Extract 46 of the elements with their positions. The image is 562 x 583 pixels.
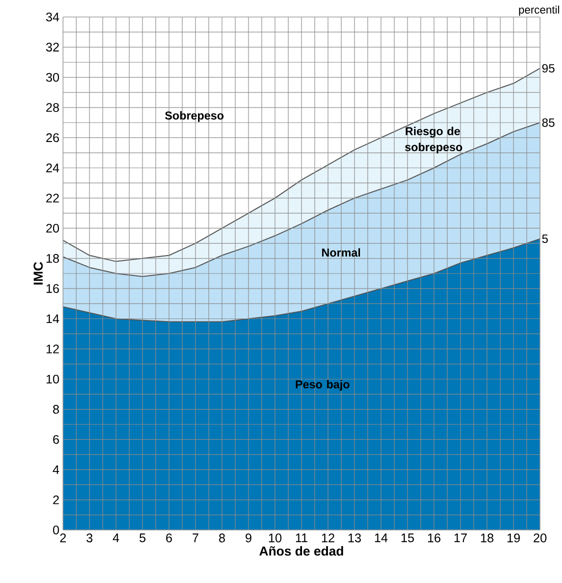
y-tick-label: 24 xyxy=(46,164,60,172)
x-tick-label: 13 xyxy=(348,534,361,542)
x-tick-label: 6 xyxy=(166,534,172,542)
annotation: Riesgo de sobrepeso xyxy=(405,126,462,154)
y-tick-label: 8 xyxy=(53,404,59,414)
y-tick-label: 4 xyxy=(52,465,60,474)
y-tick-label: 32 xyxy=(46,42,59,52)
y-tick-label: 26 xyxy=(46,133,59,142)
x-tick-label: 5 xyxy=(140,534,146,542)
x-tick-label: 7 xyxy=(192,534,198,542)
series-label: 85 xyxy=(542,118,554,127)
x-tick-label: 11 xyxy=(296,534,308,542)
y-tick-label: 10 xyxy=(46,374,59,384)
x-tick-label: 2 xyxy=(60,534,66,542)
x-tick-label: 8 xyxy=(219,534,225,542)
text: percentil xyxy=(519,6,560,16)
y-tick-label: 18 xyxy=(46,254,59,263)
y-tick-label: 14 xyxy=(46,314,60,324)
series-label: 95 xyxy=(542,64,554,73)
y-tick-label: 0 xyxy=(53,526,59,534)
x-tick-label: 19 xyxy=(508,534,520,542)
y-tick-label: 30 xyxy=(46,72,59,82)
y-tick-label: 28 xyxy=(46,103,59,112)
y-tick-label: 34 xyxy=(46,12,60,22)
x-tick-label: 16 xyxy=(428,534,440,542)
x-axis-title: Años de edad xyxy=(259,546,344,556)
x-tick-label: 10 xyxy=(269,534,282,542)
x-tick-label: 9 xyxy=(246,534,252,542)
y-tick-label: 12 xyxy=(46,344,59,354)
x-tick-label: 20 xyxy=(534,534,546,542)
y-axis-title: IMC xyxy=(34,262,43,285)
series-label: 5 xyxy=(542,234,548,243)
annotation: Sobrepeso xyxy=(165,111,224,122)
x-tick-label: 12 xyxy=(322,534,334,542)
y-tick-label: 16 xyxy=(46,284,59,293)
annotation: Normal xyxy=(322,248,360,257)
x-tick-label: 3 xyxy=(86,534,92,542)
y-tick-label: 6 xyxy=(53,435,59,444)
x-tick-label: 15 xyxy=(402,534,414,542)
x-tick-label: 18 xyxy=(481,534,494,542)
x-tick-label: 17 xyxy=(454,534,467,542)
x-tick-label: 4 xyxy=(112,534,120,542)
x-tick-label: 14 xyxy=(375,534,388,542)
y-tick-label: 20 xyxy=(46,224,59,233)
y-tick-label: 22 xyxy=(46,194,59,202)
y-tick-label: 2 xyxy=(53,495,59,504)
